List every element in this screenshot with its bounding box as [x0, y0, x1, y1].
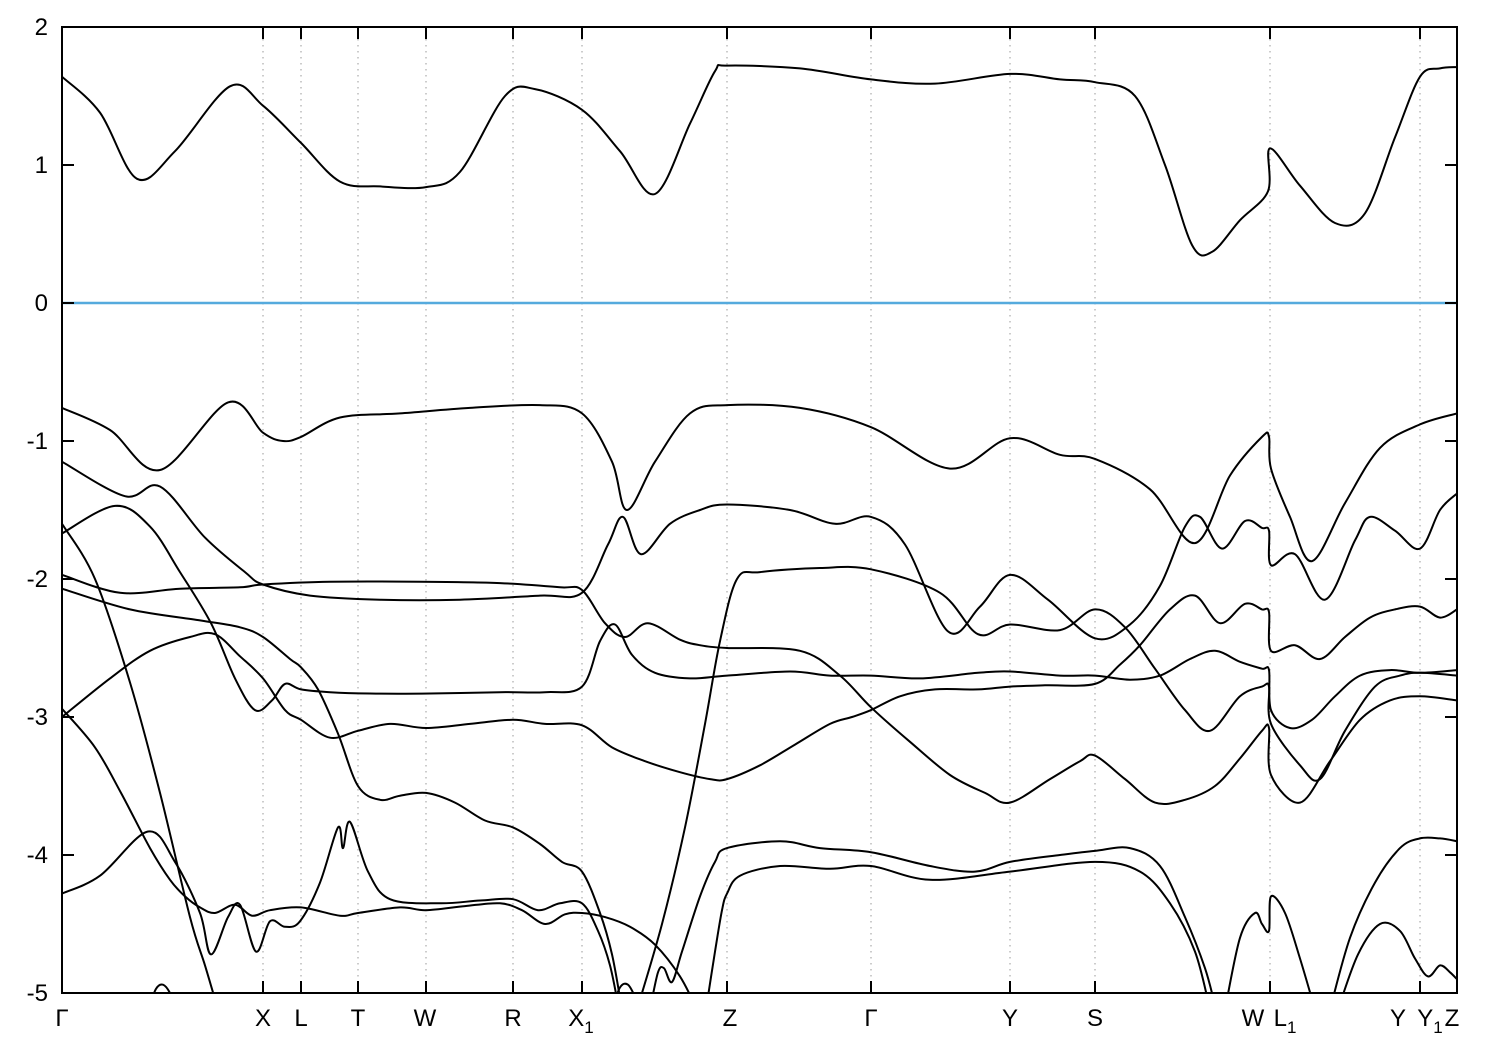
band-valence-4 — [62, 504, 1457, 730]
x-axis-label: R — [504, 1005, 521, 1032]
x-axis-label: S — [1087, 1005, 1103, 1032]
plot-border — [61, 26, 1458, 994]
y-tick-label: -3 — [27, 704, 48, 731]
x-axis-label: Γ — [864, 1005, 877, 1032]
y-tick-label: 0 — [35, 290, 48, 317]
band-valence-7 — [62, 707, 691, 993]
y-tick-label: 2 — [35, 14, 48, 41]
band-sub-axis-bump-left — [152, 983, 172, 993]
x-axis-label: T — [351, 1005, 366, 1032]
x-axis-label: L1 — [1274, 1005, 1297, 1037]
band-valence-6 — [1227, 894, 1312, 993]
band-valence-7 — [1342, 921, 1457, 993]
x-axis-label: W — [1242, 1005, 1265, 1032]
x-axis-label: W — [414, 1005, 437, 1032]
band-valence-2 — [62, 460, 1457, 641]
y-tick-label: -4 — [27, 842, 48, 869]
y-tick-label: -1 — [27, 428, 48, 455]
x-axis-label: Y — [1002, 1005, 1018, 1032]
y-tick-label: -5 — [27, 980, 48, 1007]
band-valence-6 — [62, 587, 621, 993]
band-valence-3 — [640, 565, 1457, 993]
y-tick-label: 1 — [35, 152, 48, 179]
x-axis-label: Γ — [55, 1005, 68, 1032]
band-valence-6 — [652, 840, 1214, 993]
x-axis-label: Y — [1390, 1005, 1406, 1032]
x-axis-label: Z — [1445, 1005, 1460, 1032]
band-sub-axis-bump-mid — [616, 982, 635, 993]
x-axis-label: L — [294, 1005, 307, 1032]
band-conduction — [62, 63, 1457, 257]
band-valence-5 — [62, 573, 1457, 805]
x-axis-label: X1 — [568, 1005, 593, 1037]
band-valence-7 — [707, 860, 1208, 993]
band-valence-8 — [62, 594, 1457, 782]
band-valence-3 — [62, 522, 215, 993]
x-axis-label: Y1 — [1417, 1005, 1442, 1037]
bands-group — [62, 63, 1457, 993]
band-valence-1 — [62, 400, 1457, 563]
y-tick-label: -2 — [27, 566, 48, 593]
x-axis-label: X — [255, 1005, 271, 1032]
band-valence-9 — [62, 820, 617, 993]
band-valence-6 — [1333, 836, 1457, 993]
x-axis-label: Z — [723, 1005, 738, 1032]
